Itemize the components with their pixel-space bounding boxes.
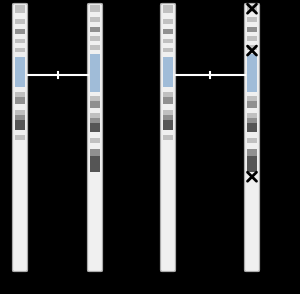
- Bar: [90, 54, 100, 59]
- Bar: [90, 82, 100, 87]
- Bar: [247, 149, 257, 156]
- Bar: [15, 135, 25, 140]
- Bar: [163, 92, 173, 97]
- Bar: [247, 82, 257, 87]
- Bar: [90, 78, 100, 82]
- Bar: [247, 59, 257, 63]
- Bar: [15, 72, 25, 77]
- Bar: [90, 123, 100, 132]
- Bar: [90, 156, 100, 164]
- Bar: [90, 5, 100, 12]
- Bar: [15, 115, 25, 120]
- Bar: [15, 48, 25, 52]
- Bar: [90, 63, 100, 68]
- Bar: [247, 138, 257, 143]
- Bar: [247, 63, 257, 68]
- Bar: [90, 27, 100, 31]
- FancyBboxPatch shape: [160, 4, 175, 271]
- Bar: [15, 57, 25, 62]
- Bar: [15, 62, 25, 66]
- Bar: [15, 29, 25, 34]
- Bar: [90, 101, 100, 108]
- Bar: [15, 82, 25, 87]
- Bar: [90, 45, 100, 49]
- Bar: [163, 120, 173, 130]
- Bar: [247, 5, 257, 12]
- Bar: [90, 87, 100, 92]
- Bar: [163, 115, 173, 120]
- Bar: [15, 92, 25, 97]
- Bar: [15, 111, 25, 115]
- Bar: [163, 82, 173, 87]
- Bar: [247, 156, 257, 164]
- Bar: [163, 97, 173, 104]
- Bar: [247, 54, 257, 59]
- Bar: [90, 149, 100, 156]
- FancyBboxPatch shape: [88, 4, 103, 271]
- Bar: [247, 101, 257, 108]
- Bar: [15, 66, 25, 72]
- FancyBboxPatch shape: [13, 4, 28, 271]
- Bar: [90, 68, 100, 73]
- Bar: [247, 164, 257, 172]
- Bar: [15, 77, 25, 82]
- Bar: [163, 39, 173, 44]
- Bar: [90, 118, 100, 123]
- Bar: [247, 118, 257, 123]
- Bar: [90, 59, 100, 63]
- Bar: [15, 120, 25, 130]
- Bar: [163, 5, 173, 14]
- Bar: [163, 62, 173, 66]
- Bar: [163, 29, 173, 34]
- Bar: [163, 57, 173, 62]
- Bar: [90, 73, 100, 78]
- FancyBboxPatch shape: [244, 4, 260, 271]
- Bar: [247, 78, 257, 82]
- Bar: [247, 68, 257, 73]
- Bar: [15, 39, 25, 44]
- Bar: [15, 5, 25, 14]
- Bar: [90, 96, 100, 101]
- Bar: [90, 113, 100, 118]
- Bar: [247, 36, 257, 41]
- Bar: [247, 17, 257, 22]
- Bar: [163, 72, 173, 77]
- Bar: [163, 66, 173, 72]
- Bar: [90, 36, 100, 41]
- Bar: [163, 19, 173, 24]
- Bar: [90, 164, 100, 172]
- Bar: [247, 73, 257, 78]
- Bar: [247, 45, 257, 49]
- Bar: [163, 48, 173, 52]
- Bar: [15, 97, 25, 104]
- Bar: [90, 17, 100, 22]
- Bar: [15, 19, 25, 24]
- Bar: [247, 96, 257, 101]
- Bar: [90, 138, 100, 143]
- Bar: [247, 27, 257, 31]
- Bar: [247, 87, 257, 92]
- Bar: [247, 123, 257, 132]
- Bar: [163, 135, 173, 140]
- Bar: [163, 111, 173, 115]
- Bar: [163, 77, 173, 82]
- Bar: [247, 113, 257, 118]
